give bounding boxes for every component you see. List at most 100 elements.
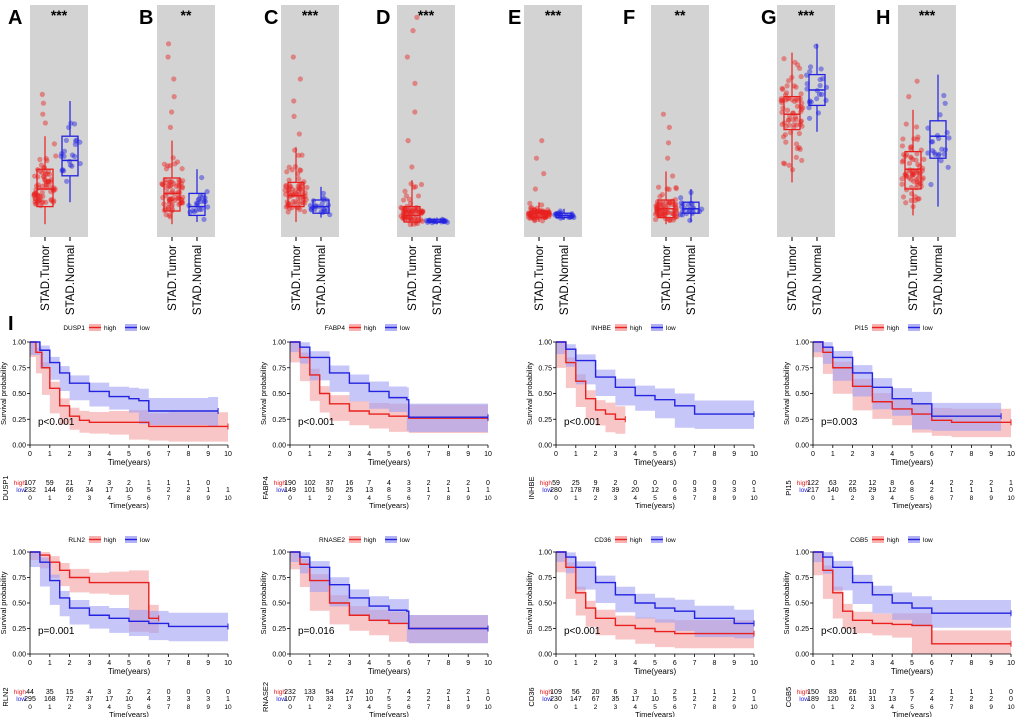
risk-count: 0 [633,480,637,487]
x-tick-label: 10 [750,660,758,667]
data-point [667,199,674,206]
outlier-point [296,131,302,137]
risk-x-tick-label: 3 [614,495,618,502]
y-tick-label: 0.50 [795,391,809,398]
x-tick-label: 4 [107,660,111,667]
risk-count: 133 [304,689,316,696]
risk-count: 15 [66,689,74,696]
x-tick-label: 10 [484,660,492,667]
risk-x-axis-label: Time(years) [109,501,149,510]
risk-count: 1 [226,487,230,494]
legend-label-low: low [923,537,933,544]
data-point [900,194,907,200]
outlier-point [906,94,912,100]
box-normal: STAD.Normal [58,101,83,315]
risk-count: 109 [550,689,562,696]
data-point [295,199,301,205]
data-point [37,197,43,203]
data-point [46,171,53,177]
data-point [180,194,186,200]
data-point [52,186,58,192]
data-point [283,182,289,189]
data-point [799,157,805,164]
data-point [908,176,914,183]
data-point [678,195,684,201]
data-point [71,121,78,127]
boxplot-panel-e: E *** STAD.Tumor STAD.Normal [508,5,582,315]
box-normal: STAD.Normal [925,74,952,315]
data-point [312,203,319,209]
risk-table-title: INHBE [527,477,536,500]
risk-count: 31 [869,696,877,703]
risk-count: 280 [550,487,562,494]
risk-count: 2 [427,689,431,696]
data-point [925,125,931,131]
data-point [779,99,785,106]
data-point [168,199,174,205]
data-point [532,218,538,224]
risk-x-tick-label: 0 [811,704,815,711]
risk-count: 0 [206,480,210,487]
survival-curve-high [556,551,754,635]
data-point [930,147,936,154]
data-point [816,91,823,97]
data-point [925,150,931,156]
data-point [53,153,59,159]
risk-row-label-low: low [799,696,809,703]
risk-x-tick-label: 10 [750,704,758,711]
data-point [409,208,415,214]
risk-count: 39 [612,487,620,494]
risk-x-tick-label: 2 [328,495,332,502]
data-point [165,163,171,169]
boxplot-panel-f: F ** STAD.Tumor STAD.Normal [623,5,709,315]
data-point [321,195,327,201]
risk-count: 50 [326,487,334,494]
risk-row-label-low: low [542,487,552,494]
risk-count: 1 [969,689,973,696]
risk-x-tick-label: 5 [387,704,391,711]
data-point [913,168,920,174]
data-point [915,161,921,168]
risk-count: 0 [486,696,490,703]
risk-count: 0 [712,480,716,487]
y-tick-label: 0.00 [12,443,26,450]
legend: RNASE2 high low [319,536,410,544]
data-point [899,176,905,182]
risk-count: 10 [125,696,133,703]
data-point [171,180,177,187]
y-axis-label: Survival probability [259,362,268,425]
legend-title: CD36 [594,537,611,544]
data-point [666,200,673,206]
data-point [539,218,546,224]
risk-x-tick-label: 10 [224,704,232,711]
risk-x-tick-label: 7 [693,704,697,711]
confidence-band-low [813,552,1011,628]
data-point [546,213,552,219]
data-point [405,209,412,215]
legend-label-high: high [364,537,377,544]
data-point [408,217,415,223]
data-point [204,189,210,195]
data-point [415,193,422,199]
data-point [663,199,669,206]
risk-count: 2 [693,696,697,703]
risk-count: 26 [849,689,857,696]
risk-count: 1 [446,487,450,494]
data-point [199,174,205,181]
risk-row-label-high: high [274,480,287,487]
box-tumor: STAD.Tumor [398,14,426,311]
data-point [903,200,909,206]
risk-count: 7 [87,480,91,487]
data-point [168,203,175,210]
data-point [780,160,787,166]
data-point [784,107,791,113]
risk-row-label-low: low [16,487,26,494]
data-point [419,209,426,215]
panel-label: E [508,7,521,29]
outlier-point [660,111,667,117]
x-axis-label: Time(years) [891,667,934,676]
outlier-point [40,100,47,106]
data-point [172,161,178,167]
